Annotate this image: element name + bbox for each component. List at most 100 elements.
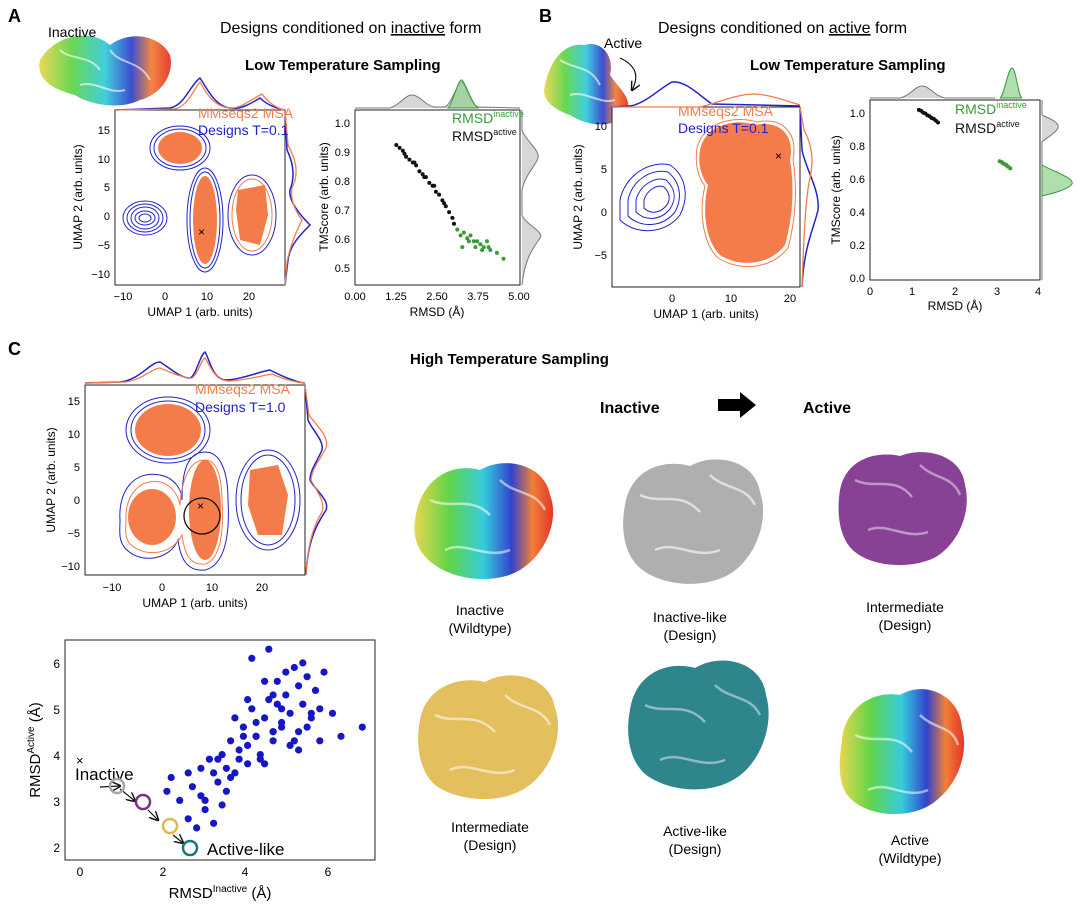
c-umap-y-label: UMAP 2 (arb. units) bbox=[44, 427, 58, 532]
c-scatter-point bbox=[184, 769, 192, 777]
b-legend-msa: MMseqs2 MSA bbox=[678, 103, 774, 119]
c-scatter-point bbox=[222, 787, 230, 795]
structure-active-wildtype-line1: Active bbox=[891, 832, 929, 848]
b-scatter-right-marginal bbox=[1041, 100, 1059, 280]
c-scatter-point bbox=[290, 737, 298, 745]
c-scatter-point bbox=[197, 764, 205, 772]
a-cluster-center bbox=[186, 167, 224, 273]
b-umap-x-label: UMAP 1 (arb. units) bbox=[653, 307, 758, 321]
b-cluster-designs bbox=[619, 163, 686, 232]
svg-text:1.0: 1.0 bbox=[335, 118, 350, 130]
c-scatter-point bbox=[218, 751, 226, 759]
b-scatter-x-ticks: 0 1 2 3 4 bbox=[867, 286, 1041, 298]
structure-active-wildtype: Active (Wildtype) bbox=[839, 689, 965, 866]
svg-text:10: 10 bbox=[201, 291, 213, 303]
structure-inactive-like-design: Inactive-like (Design) bbox=[623, 459, 764, 643]
svg-text:0.4: 0.4 bbox=[850, 207, 865, 219]
svg-text:0.2: 0.2 bbox=[850, 240, 865, 252]
a-scatter-plot: RMSDinactive RMSDactive 0.00 1.25 2.50 3… bbox=[317, 79, 542, 319]
svg-text:5: 5 bbox=[74, 462, 80, 474]
a-scatter-point bbox=[480, 248, 485, 252]
svg-text:4: 4 bbox=[1035, 286, 1041, 298]
c-scatter-point bbox=[337, 732, 345, 740]
svg-text:1.25: 1.25 bbox=[385, 291, 406, 303]
c-rmsd-y-label: RMSDActive (Å) bbox=[26, 702, 44, 798]
a-scatter-right-marginal bbox=[521, 110, 542, 286]
c-legend-msa: MMseqs2 MSA bbox=[195, 381, 291, 397]
a-scatter-point bbox=[455, 227, 460, 232]
a-scatter-point bbox=[433, 189, 438, 194]
svg-text:−5: −5 bbox=[67, 528, 80, 540]
c-scatter-point bbox=[273, 677, 281, 685]
c-scatter-point bbox=[227, 773, 235, 782]
c-scatter-point bbox=[197, 792, 205, 800]
c-scatter-point bbox=[163, 787, 171, 795]
c-annotation-active-like: Active-like bbox=[207, 840, 284, 859]
svg-text:2: 2 bbox=[160, 865, 167, 879]
c-scatter-point bbox=[235, 746, 243, 754]
c-scatter-point bbox=[303, 723, 311, 731]
a-scatter-y-ticks: 1.0 0.9 0.8 0.7 0.6 0.5 bbox=[335, 118, 350, 275]
c-scatter-point bbox=[227, 737, 235, 745]
c-scatter-point bbox=[231, 714, 239, 722]
a-umap-x-label: UMAP 1 (arb. units) bbox=[147, 305, 252, 319]
a-scatter-point bbox=[465, 236, 470, 241]
a-scatter-point bbox=[432, 183, 437, 188]
a-scatter-point bbox=[443, 204, 448, 209]
transition-inactive-label: Inactive bbox=[600, 400, 660, 417]
a-scatter-point bbox=[478, 242, 483, 247]
c-scatter-point bbox=[188, 783, 196, 791]
c-scatter-point bbox=[282, 668, 290, 676]
c-scatter-point bbox=[235, 755, 243, 763]
c-scatter-point bbox=[201, 806, 209, 814]
svg-text:5: 5 bbox=[601, 164, 607, 176]
a-legend-msa: MMseqs2 MSA bbox=[198, 105, 294, 121]
c-cluster-right bbox=[235, 449, 301, 551]
a-umap-right-marginal-designs bbox=[284, 109, 312, 286]
c-scatter-point bbox=[303, 673, 311, 681]
svg-text:−10: −10 bbox=[114, 291, 133, 303]
structure-label-active-top: Active bbox=[604, 35, 642, 51]
svg-text:0.8: 0.8 bbox=[335, 176, 350, 188]
a-scatter-point bbox=[420, 172, 425, 177]
a-umap-marker-x: × bbox=[198, 225, 205, 239]
a-scatter-point bbox=[471, 239, 476, 244]
svg-text:5: 5 bbox=[104, 182, 110, 194]
a-scatter-point bbox=[440, 198, 445, 203]
c-scatter-point bbox=[252, 732, 260, 740]
a-umap-right-marginal-msa bbox=[284, 109, 303, 286]
b-umap-top-marginal-designs bbox=[611, 81, 801, 108]
a-scatter-point bbox=[468, 233, 473, 238]
c-scatter-point bbox=[299, 700, 307, 708]
svg-text:10: 10 bbox=[98, 154, 110, 166]
c-umap-plot: × MMseqs2 MSA Designs T=1.0 −10 0 10 20 … bbox=[44, 350, 328, 610]
c-highlight-intermediate-2 bbox=[161, 817, 179, 835]
b-umap-top-marginal-msa bbox=[612, 93, 801, 108]
svg-text:0.5: 0.5 bbox=[335, 263, 350, 275]
c-scatter-point bbox=[269, 737, 277, 745]
c-rmsd-wildtype-marker: × bbox=[76, 753, 84, 768]
c-scatter-point bbox=[210, 819, 218, 827]
svg-text:5.00: 5.00 bbox=[508, 291, 529, 303]
a-umap-y-ticks: 15 10 5 0 −5 −10 bbox=[91, 125, 110, 281]
structure-intermediate-gold-line1: Intermediate bbox=[451, 819, 529, 835]
svg-text:3.75: 3.75 bbox=[467, 291, 488, 303]
a-scatter-point bbox=[442, 201, 447, 206]
a-scatter-legend-active: RMSDactive bbox=[452, 127, 517, 144]
svg-text:0.6: 0.6 bbox=[335, 234, 350, 246]
svg-text:0: 0 bbox=[77, 865, 84, 879]
c-highlight-inactive-like bbox=[108, 777, 126, 795]
a-scatter-point bbox=[488, 248, 493, 252]
b-scatter-frame bbox=[869, 99, 1041, 281]
svg-text:0: 0 bbox=[601, 207, 607, 219]
structure-active-like-line2: (Design) bbox=[669, 841, 722, 857]
structure-inactive-wildtype-line1: Inactive bbox=[456, 602, 504, 618]
structure-label-inactive-top: Inactive bbox=[48, 24, 96, 40]
a-cluster-top bbox=[149, 125, 211, 171]
b-umap-y-ticks: 10 5 0 −5 bbox=[594, 121, 607, 262]
svg-text:−5: −5 bbox=[97, 240, 110, 252]
c-scatter-points bbox=[163, 645, 366, 832]
c-scatter-point bbox=[239, 732, 247, 740]
c-rmsd-y-ticks: 6 5 4 3 2 bbox=[53, 657, 60, 855]
a-scatter-point bbox=[458, 233, 463, 238]
